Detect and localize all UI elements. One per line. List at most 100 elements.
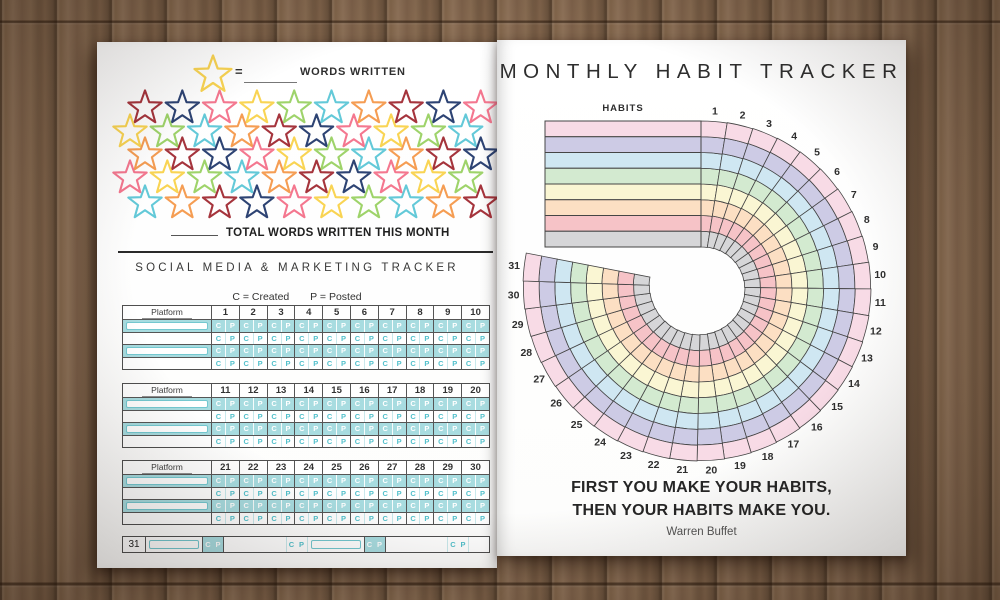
star-icon (373, 159, 409, 194)
created-cell: C (243, 436, 249, 446)
habit-segment (755, 165, 782, 191)
created-cell: C (326, 399, 333, 409)
day-header-cell: 14 (294, 384, 322, 397)
posted-cell: P (419, 357, 433, 369)
habit-segment (617, 283, 635, 298)
habit-segment (715, 391, 738, 413)
created-cell: C (243, 488, 249, 498)
created-cell: C (326, 333, 333, 343)
habit-segment (743, 214, 765, 237)
habit-segment (824, 188, 853, 220)
day-header-cell: 21 (220, 462, 231, 473)
habit-segment (617, 426, 649, 453)
created-cell: C (410, 501, 416, 511)
created-cell: C (382, 436, 388, 446)
total-words-label: TOTAL WORDS WRITTEN THIS MONTH (226, 227, 450, 239)
posted-cell: P (336, 423, 350, 435)
legend-posted: P = Posted (310, 291, 362, 303)
habit-segment (630, 342, 653, 365)
habit-segment (821, 287, 840, 311)
habit-segment (780, 387, 811, 416)
habit-segment (837, 288, 856, 314)
platform-input-box (149, 540, 199, 549)
day-number-label: 15 (831, 401, 843, 413)
star-icon (164, 89, 201, 124)
habit-segment (726, 221, 745, 242)
star-icon (186, 113, 223, 148)
day-number-label: 20 (706, 464, 718, 476)
habit-segment (700, 199, 716, 217)
created-cell: C (299, 333, 305, 343)
star-icon (224, 159, 260, 194)
star-icon (149, 113, 186, 148)
habit-segment (603, 400, 634, 428)
habit-segment (720, 324, 738, 344)
habit-segment (674, 411, 699, 430)
habit-segment (831, 240, 854, 268)
created-cell: C (205, 540, 211, 549)
posted-cell: P (224, 512, 239, 524)
habit-segment (780, 163, 810, 192)
habit-segment (812, 351, 840, 381)
star-icon (351, 136, 387, 171)
habit-segment (540, 355, 569, 388)
posted-cell: P (475, 500, 489, 512)
posted-cell: P (280, 435, 295, 447)
posted-cell: P (336, 332, 350, 344)
habit-segment (837, 264, 856, 290)
habit-segment (698, 349, 713, 367)
habit-segment (607, 363, 633, 390)
platform-name-cell (123, 487, 212, 499)
habit-segment (797, 370, 827, 400)
habit-segment (569, 341, 595, 370)
posted-cell: P (224, 320, 239, 332)
created-cell: C (271, 411, 277, 421)
posted-cell: P (224, 345, 239, 357)
posted-cell: P (475, 332, 489, 344)
platform-input-box (126, 424, 208, 433)
posted-cell: P (224, 475, 239, 487)
posted-cell: P (252, 398, 267, 410)
platform-input-box (126, 321, 208, 330)
created-cell: C (438, 333, 444, 343)
habit-segment (618, 352, 643, 377)
habit-segment (795, 321, 819, 346)
habit-segment (763, 212, 787, 236)
day-number-label: 6 (834, 166, 840, 178)
habit-segment (808, 168, 839, 199)
posted-cell: P (475, 435, 489, 447)
posted-cell: P (252, 332, 267, 344)
created-cell: C (243, 346, 249, 356)
habit-segment (699, 333, 711, 351)
day-number-label: 3 (766, 118, 772, 130)
posted-cell: P (419, 487, 433, 499)
habit-segment (633, 284, 651, 296)
day-number-label: 26 (550, 398, 562, 410)
posted-cell: P (363, 487, 378, 499)
day-header-cell: 26 (349, 461, 378, 474)
posted-cell: P (419, 345, 433, 357)
habit-segment (700, 152, 723, 171)
habit-legend-bar (544, 120, 702, 138)
created-cell: C (326, 513, 333, 523)
posted-cell: P (336, 357, 350, 369)
posted-cell: P (308, 345, 322, 357)
created-cell: C (271, 436, 277, 446)
habit-segment (732, 172, 757, 196)
